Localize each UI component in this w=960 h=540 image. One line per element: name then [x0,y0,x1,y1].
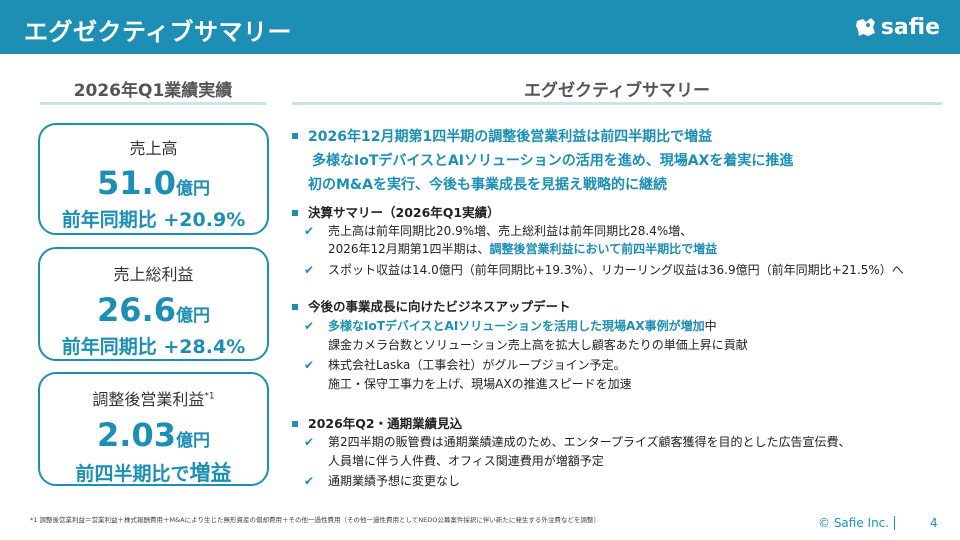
safie-logo: safie [853,14,940,40]
bullet-highlight: 多様なIoTデバイスとAIソリューションを活用した現場AX事例が増加 [328,319,705,333]
section-title-text: 今後の事業成長に向けたビジネスアップデート [308,299,571,314]
section-title-forecast: 2026年Q2・通期業績見込 [292,413,462,432]
bullet-text: 通期業績予想に変更なし [328,474,461,488]
square-bullet-icon [292,209,298,216]
footnote: *1 調整後営業利益＝営業利益＋株式報酬費用＋M&Aにより生じた無形資産の償却費… [30,516,600,524]
section-title-text: 決算サマリー（2026年Q1実績） [308,205,500,220]
bullet-text: 株式会社Laska（工事会社）がグループジョイン予定。 [328,358,626,372]
check-icon: ✔ [304,474,315,488]
card-yoy-prefix: 前年同期比 [61,209,157,231]
card-value: 26.6億円 [40,294,267,326]
bullet-text: スポット収益は14.0億円（前年同期比+19.3%）、リカーリング収益は36.9… [328,263,904,277]
card-yoy-prefix: 前四半期比で [75,463,190,485]
check-icon: ✔ [304,319,315,333]
card-value-number: 51.0 [97,164,176,202]
lead-line-3: 初のM&Aを実行、今後も事業成長を見据え戦略的に継続 [308,177,667,193]
footer-divider [894,516,895,530]
card-label: 売上総利益 [113,265,194,284]
bullet-revenue-line-2: 2026年12月期第1四半期は、調整後営業利益において前四半期比で増益 [328,240,717,257]
card-yoy-value: 増益 [189,461,232,485]
results-title-underline [40,102,266,105]
lead-line-2: 多様なIoTデバイスとAIソリューションの活用を進め、現場AXを着実に推進 [312,153,794,169]
card-label: 調整後営業利益*1 [40,386,267,410]
bullet-highlight: 調整後営業利益において前四半期比で増益 [489,242,718,256]
card-yoy-value: +28.4% [163,336,246,358]
section-title-results: 決算サマリー（2026年Q1実績） [292,202,500,221]
lead-line-1: 2026年12月期第1四半期の調整後営業利益は前四半期比で増益 [292,126,712,146]
lead-text: 2026年12月期第1四半期の調整後営業利益は前四半期比で増益 [308,129,713,145]
header-bar: エグゼクティブサマリー safie [0,0,960,54]
card-label-text: 調整後営業利益 [92,390,205,409]
square-bullet-icon [292,133,298,139]
bullet-laska-line-2: 施工・保守工事力を上げ、現場AXの推進スピードを加速 [328,377,632,391]
safie-logo-icon [855,18,875,36]
card-value: 51.0億円 [40,167,267,199]
page-title: エグゼクティブサマリー [24,18,293,46]
check-icon: ✔ [304,263,315,277]
card-gross-profit: 売上総利益 26.6億円 前年同期比 +28.4% [38,247,269,361]
card-value-unit: 億円 [175,306,210,326]
bullet-text: 売上高は前年同期比20.9%増、売上総利益は前年同期比28.4%増、 [328,224,693,238]
check-icon: ✔ [304,358,315,372]
summary-title-underline [292,102,942,105]
check-icon: ✔ [304,435,315,449]
bullet-sga-line-2: 人員増に伴う人件費、オフィス関連費用が増額予定 [328,454,604,468]
card-yoy: 前四半期比で増益 [40,457,267,487]
square-bullet-icon [292,303,298,310]
card-yoy-value: +20.9% [163,209,246,231]
card-yoy: 前年同期比 +28.4% [40,332,267,359]
card-label: 売上高 [129,139,178,158]
card-revenue: 売上高 51.0億円 前年同期比 +20.9% [38,123,269,235]
bullet-laska: ✔ 株式会社Laska（工事会社）がグループジョイン予定。 [304,356,626,373]
bullet-iot-ai-line-2: 課金カメラ台数とソリューション売上高を拡大し顧客あたりの単価上昇に貢献 [328,338,748,352]
card-adjusted-operating-profit: 調整後営業利益*1 2.03億円 前四半期比で増益 [38,372,269,486]
card-value-unit: 億円 [175,431,210,451]
card-value-number: 26.6 [97,291,176,329]
summary-title: エグゼクティブサマリー [524,81,710,101]
bullet-forecast-unchanged: ✔ 通期業績予想に変更なし [304,472,460,489]
card-label-footnote-mark: *1 [204,391,215,402]
bullet-text: 第2四半期の販管費は通期業績達成のため、エンタープライズ顧客獲得を目的とした広告… [328,435,851,449]
bullet-text: 中 [704,319,717,333]
card-value: 2.03億円 [40,419,267,451]
bullet-sga: ✔ 第2四半期の販管費は通期業績達成のため、エンタープライズ顧客獲得を目的とした広… [304,433,851,450]
page-number: 4 [930,516,938,530]
copyright: © Safie Inc. [818,516,890,530]
results-title: 2026年Q1業績実績 [73,81,233,101]
section-title-text: 2026年Q2・通期業績見込 [308,416,463,431]
card-value-number: 2.03 [97,416,176,454]
safie-logo-text: safie [880,14,940,40]
bullet-spot-recurring: ✔ スポット収益は14.0億円（前年同期比+19.3%）、リカーリング収益は36.… [304,261,904,278]
bullet-revenue: ✔ 売上高は前年同期比20.9%増、売上総利益は前年同期比28.4%増、 [304,222,692,239]
bullet-iot-ai: ✔ 多様なIoTデバイスとAIソリューションを活用した現場AX事例が増加中 [304,317,717,334]
card-value-unit: 億円 [175,179,210,199]
card-yoy-prefix: 前年同期比 [61,336,157,358]
card-yoy: 前年同期比 +20.9% [40,205,267,232]
check-icon: ✔ [304,224,315,238]
bullet-text: 2026年12月期第1四半期は、 [328,242,490,256]
square-bullet-icon [292,420,298,427]
section-title-business-update: 今後の事業成長に向けたビジネスアップデート [292,296,571,315]
